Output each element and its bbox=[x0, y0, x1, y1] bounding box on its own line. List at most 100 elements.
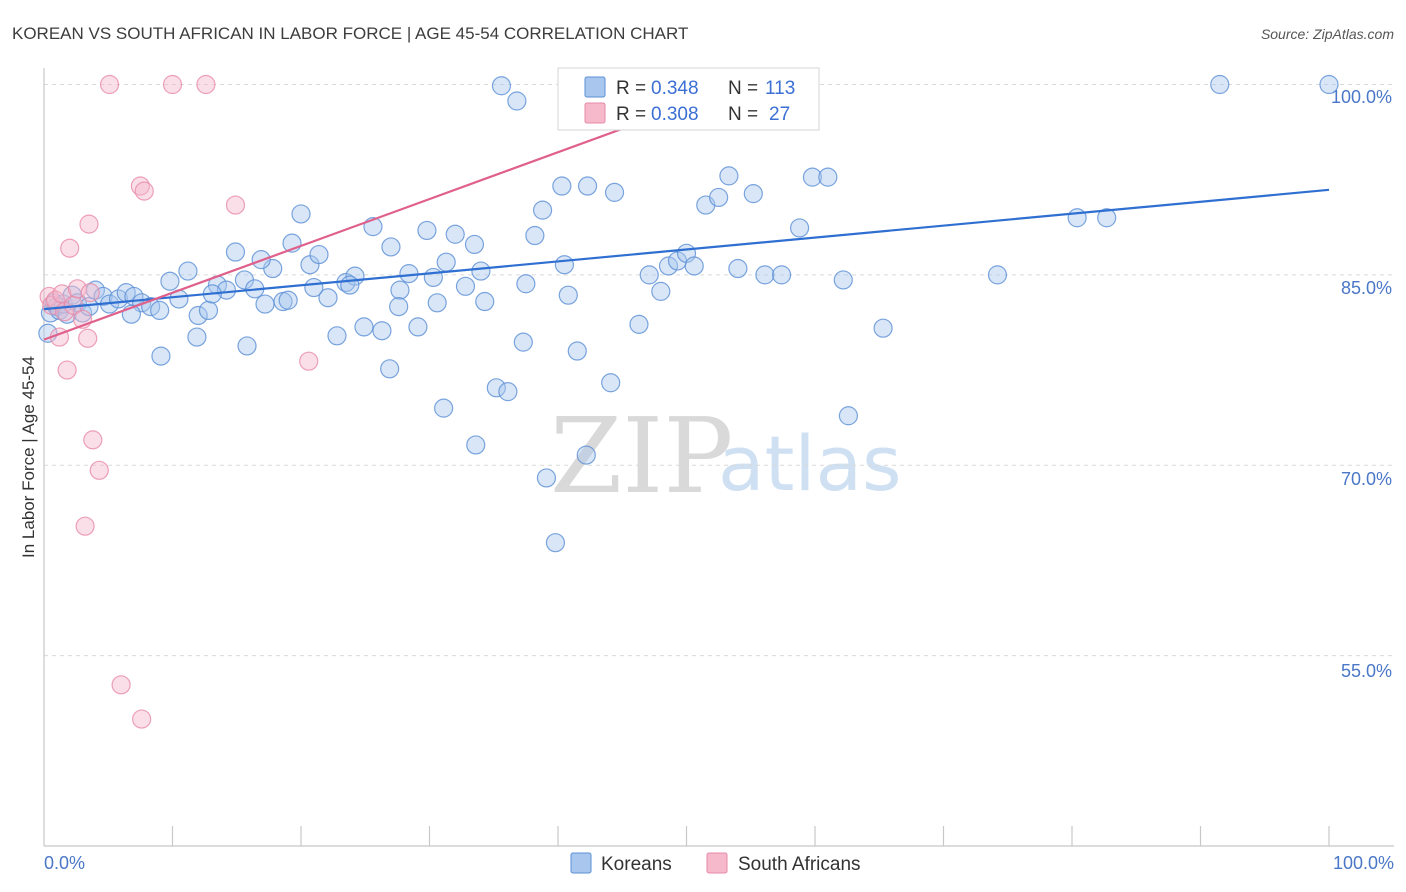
koreans-point bbox=[1097, 208, 1117, 228]
koreans-point bbox=[987, 265, 1008, 285]
koreans-point bbox=[532, 200, 553, 220]
south-africans-point bbox=[99, 74, 120, 95]
koreans-point bbox=[1319, 74, 1339, 95]
koreans-point bbox=[552, 176, 572, 196]
legend-n-label-south-africans: N = bbox=[728, 104, 758, 125]
koreans-point bbox=[278, 290, 298, 310]
koreans-point bbox=[558, 285, 578, 305]
koreans-point bbox=[567, 341, 587, 361]
y-tick-label-70: 70.0% bbox=[1341, 469, 1392, 489]
koreans-point bbox=[1210, 74, 1230, 95]
koreans-point bbox=[1067, 208, 1087, 228]
koreans-point bbox=[513, 332, 533, 352]
south-africans-point bbox=[162, 74, 183, 95]
koreans-point bbox=[658, 256, 679, 276]
koreans-point bbox=[372, 321, 392, 341]
koreans-point bbox=[445, 224, 465, 244]
koreans-point bbox=[536, 468, 557, 488]
watermark-zip: ZIP bbox=[550, 395, 733, 517]
y-tick-label-85: 85.0% bbox=[1341, 278, 1392, 298]
koreans-point bbox=[417, 220, 437, 241]
koreans-point bbox=[743, 184, 763, 204]
south-africans-point bbox=[80, 283, 100, 303]
koreans-point bbox=[554, 255, 575, 275]
y-axis-label: In Labor Force | Age 45-54 bbox=[19, 356, 38, 558]
south-africans-point bbox=[111, 675, 131, 695]
koreans-point bbox=[728, 258, 748, 279]
koreans-point bbox=[838, 406, 859, 426]
south-africans-point bbox=[89, 460, 109, 480]
koreans-point bbox=[427, 293, 447, 313]
axes bbox=[43, 68, 1394, 847]
chart-title: KOREAN VS SOUTH AFRICAN IN LABOR FORCE |… bbox=[12, 24, 688, 43]
koreans-point bbox=[150, 300, 170, 321]
koreans-point bbox=[408, 317, 428, 337]
south-africans-point bbox=[79, 214, 99, 234]
koreans-point bbox=[601, 373, 621, 393]
koreans-point bbox=[318, 288, 338, 308]
south-africans-point bbox=[78, 328, 98, 348]
legend-r-label-south-africans: R = bbox=[616, 104, 646, 125]
koreans-point bbox=[471, 261, 491, 281]
koreans-point bbox=[434, 398, 454, 418]
south-africans-point bbox=[225, 195, 246, 215]
koreans-point bbox=[873, 318, 893, 338]
legend-n-label-koreans: N = bbox=[728, 78, 758, 99]
koreans-point bbox=[327, 326, 347, 346]
koreans-point bbox=[381, 237, 401, 257]
koreans-point bbox=[604, 182, 625, 202]
south-africans-point bbox=[134, 181, 154, 201]
koreans-point bbox=[216, 280, 237, 300]
koreans-point bbox=[525, 225, 545, 246]
koreans-point bbox=[516, 274, 536, 294]
koreans-point bbox=[576, 445, 596, 465]
koreans-point bbox=[151, 346, 171, 366]
koreans-point bbox=[237, 336, 257, 356]
koreans-point bbox=[38, 323, 58, 343]
koreans-point bbox=[389, 297, 409, 317]
koreans-point bbox=[340, 275, 360, 295]
legend-r-value-koreans: 0.348 bbox=[651, 78, 699, 99]
koreans-point bbox=[486, 378, 506, 398]
koreans-point bbox=[309, 244, 329, 265]
legend-swatch-koreans bbox=[584, 76, 606, 98]
legend-r-label-koreans: R = bbox=[616, 78, 646, 99]
koreans-point bbox=[629, 314, 649, 334]
koreans-point bbox=[802, 167, 823, 187]
koreans-point bbox=[577, 176, 598, 196]
bottom-legend-label-south-africans: South Africans bbox=[738, 854, 861, 875]
legend-r-value-south-africans: 0.308 bbox=[651, 104, 699, 125]
south-africans-point bbox=[83, 430, 103, 450]
south-africans-point bbox=[196, 74, 216, 95]
koreans-point bbox=[380, 359, 400, 379]
koreans-point bbox=[255, 294, 275, 314]
x-tick-label-100: 100.0% bbox=[1333, 853, 1394, 873]
trend-line-koreans bbox=[43, 188, 1330, 311]
x-axis-ticks bbox=[171, 826, 1330, 846]
koreans-point bbox=[160, 271, 180, 291]
koreans-point bbox=[475, 291, 495, 312]
koreans-point bbox=[651, 281, 671, 301]
watermark-atlas: atlas bbox=[718, 419, 902, 508]
koreans-point bbox=[291, 204, 311, 224]
koreans-point bbox=[304, 277, 324, 298]
koreans-point bbox=[771, 265, 792, 285]
koreans-point bbox=[833, 270, 853, 290]
koreans-point bbox=[178, 261, 198, 281]
chart-source: Source: ZipAtlas.com bbox=[1261, 26, 1394, 42]
south-africans-point bbox=[75, 516, 95, 536]
koreans-point bbox=[354, 317, 374, 337]
south-africans-point bbox=[299, 351, 319, 371]
koreans-point bbox=[684, 256, 704, 276]
bottom-legend-swatch-koreans bbox=[570, 852, 592, 874]
bottom-legend-label-koreans: Koreans bbox=[601, 854, 672, 875]
y-tick-label-100: 100.0% bbox=[1331, 87, 1392, 107]
koreans-point bbox=[755, 265, 775, 285]
south-africans-point bbox=[57, 360, 77, 380]
south-africans-point bbox=[132, 709, 152, 729]
koreans-point bbox=[719, 166, 739, 186]
koreans-point bbox=[709, 187, 729, 208]
bottom-legend-swatch-south-africans bbox=[706, 852, 728, 874]
y-tick-label-55: 55.0% bbox=[1341, 661, 1392, 681]
